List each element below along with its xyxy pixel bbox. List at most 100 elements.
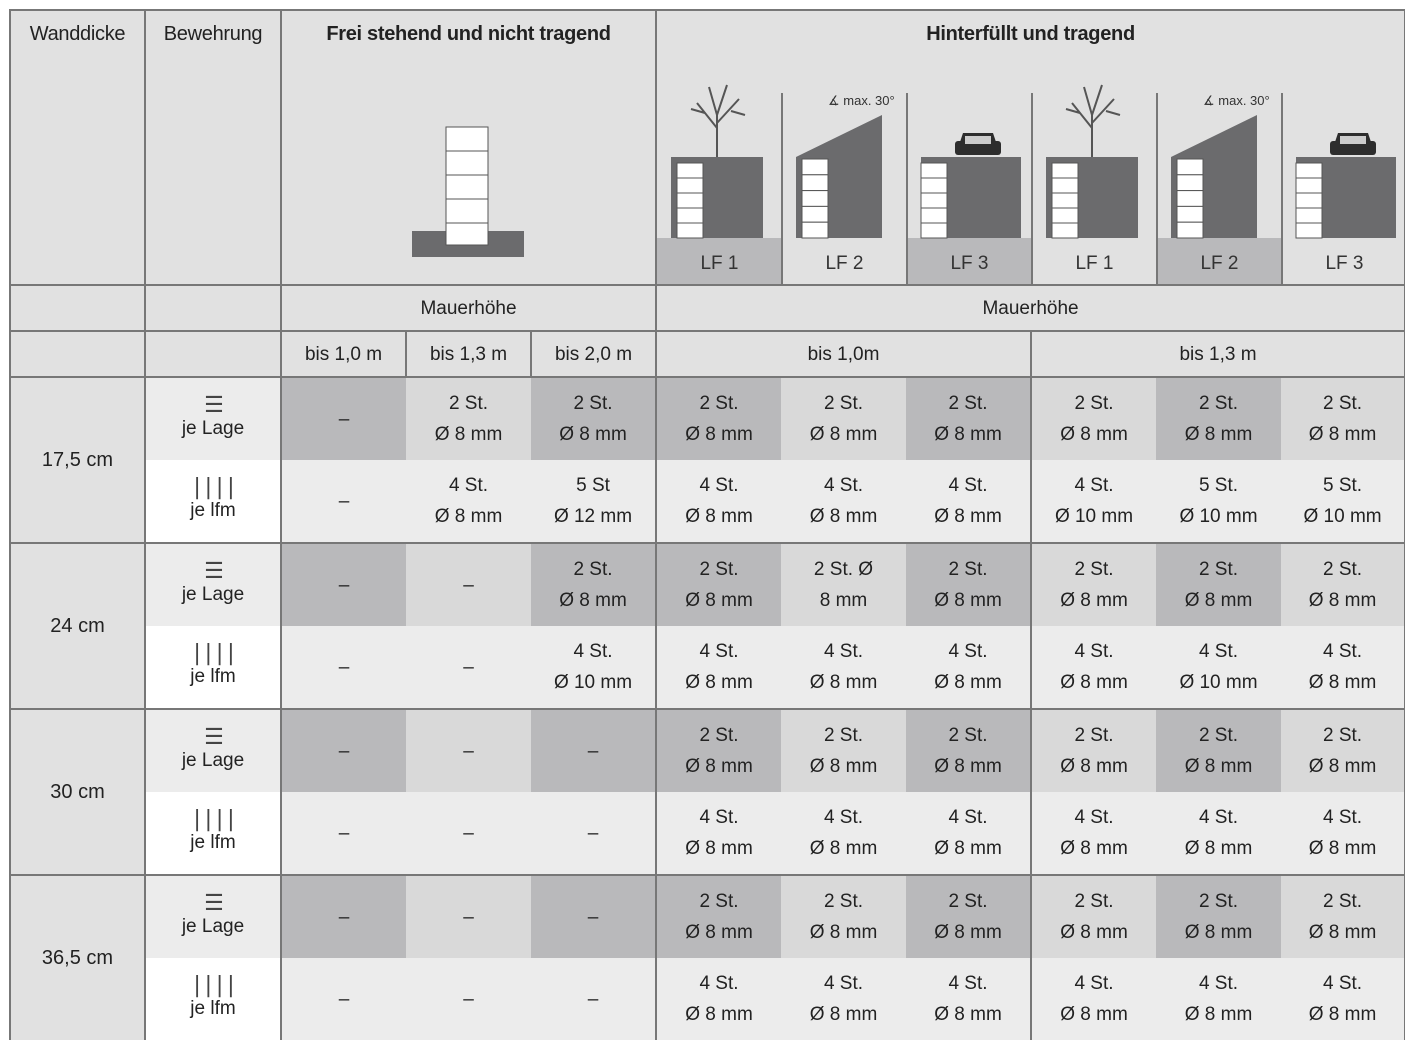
value-line: – (587, 822, 599, 844)
load-case-2: ∡ max. 30° LF 2 (781, 93, 895, 284)
value-line: 2 St. (1074, 393, 1114, 414)
value-cell: 2 St. Ø 8 mm (1281, 376, 1405, 460)
vertical-bars-icon: |||| (190, 475, 238, 500)
value-line: 2 St. (948, 559, 988, 580)
value-line: 4 St. (823, 807, 864, 828)
value-cell: 4 St. Ø 8 mm (656, 460, 781, 543)
bewehrung-label: je lfm (190, 832, 236, 853)
value-line: – (463, 906, 474, 928)
value-line: Ø 8 mm (1060, 590, 1128, 611)
value-cell: 4 St. Ø 8 mm (1281, 958, 1405, 1040)
wall-thickness-cell: 30 cm (9, 708, 146, 875)
value-cell: – (531, 874, 657, 958)
data-row-lage: 36,5 cm ☰ je Lage – – –2 St. Ø 8 mm 2 St. Ø 8 mm… (9, 874, 1405, 1040)
value-cell: – (281, 542, 406, 626)
value-line: – (587, 988, 599, 1010)
bewehrung-lage-cell: ☰ je Lage (144, 874, 282, 958)
value-cell: 4 St. Ø 10 mm (1031, 460, 1156, 543)
freestanding-wall-illustration (412, 126, 524, 257)
value-line: Ø 8 mm (1060, 1004, 1128, 1025)
value-line: 4 St. (699, 475, 739, 496)
value-line: Ø 8 mm (1308, 424, 1377, 445)
value-line: 4 St. (1074, 475, 1114, 496)
data-row-lfm: |||| je lfm – – –4 St. Ø 8 mm 4 St. Ø 8 mm 4 St.… (10, 792, 1405, 875)
bewehrung-label: Bewehrung (163, 23, 263, 45)
bewehrung-label: je Lage (181, 418, 245, 439)
wall-stack (1176, 158, 1204, 239)
bewehrung-lfm-cell: |||| je lfm (144, 792, 282, 875)
value-line: – (338, 822, 350, 844)
value-line: Ø 8 mm (1184, 756, 1253, 777)
value-line: Ø 8 mm (1184, 590, 1253, 611)
value-cell: 4 St. Ø 8 mm (1031, 792, 1156, 875)
horizontal-bars-icon: ☰ (204, 725, 224, 750)
value-line: – (463, 740, 474, 762)
data-row-lage: 24 cm ☰ je Lage – –2 St. Ø 8 mm 2 St. Ø 8 mm 2 S… (9, 542, 1405, 709)
slope-angle-label: ∡ max. 30° (828, 93, 895, 108)
value-line: Ø 8 mm (809, 838, 878, 859)
lf-label-bg (657, 238, 782, 284)
lf-separator (781, 93, 783, 284)
bewehrung-label: je Lage (181, 584, 245, 605)
value-cell: 2 St. Ø 8 mm (656, 708, 781, 792)
value-cell: – (406, 626, 531, 709)
bewehrung-label: je lfm (190, 666, 236, 687)
value-line: Ø 8 mm (434, 424, 503, 445)
data-row-lfm: |||| je lfm – 4 St. Ø 8 mm 5 St Ø 12 mm 4 St. Ø … (10, 460, 1405, 543)
height-left-2: bis 2,0 m (530, 330, 657, 378)
value-line: – (338, 574, 350, 596)
value-cell: 4 St. Ø 8 mm (406, 460, 531, 543)
value-cell: 2 St. Ø 8 mm (906, 542, 1032, 626)
value-cell: – (531, 792, 657, 875)
value-cell: 4 St. Ø 8 mm (1156, 792, 1281, 875)
bewehrung-lfm-cell: |||| je lfm (144, 460, 282, 543)
value-line: Ø 8 mm (1308, 1004, 1377, 1025)
lf-separator (1281, 93, 1283, 284)
value-cell: 2 St. Ø 8 mm (656, 874, 781, 958)
bewehrung-lfm-cell: |||| je lfm (144, 626, 282, 709)
value-cell: 2 St. Ø 8 mm (1156, 708, 1281, 792)
lf-label: LF 2 (825, 253, 863, 274)
wanddicke-label: Wanddicke (29, 23, 126, 45)
lf-separator (1031, 93, 1033, 284)
value-line: Ø 8 mm (809, 506, 878, 527)
bewehrung-lage-cell: ☰ je Lage (144, 542, 282, 626)
lf-label: LF 1 (700, 253, 738, 274)
load-case-illustrations: LF 1 ∡ max. 30° LF 2 LF 3 LF 1 ∡ max. 30° LF 2… (657, 84, 1396, 284)
value-line: 2 St. (699, 393, 739, 414)
value-line: Ø 8 mm (685, 424, 753, 445)
value-cell: 4 St. Ø 8 mm (781, 460, 906, 543)
value-cell: 4 St. Ø 10 mm (1156, 626, 1281, 709)
value-line: – (338, 490, 350, 512)
value-line: Ø 8 mm (1184, 424, 1253, 445)
lf-label-bg (1157, 238, 1282, 284)
value-line: – (338, 408, 350, 430)
value-cell: 2 St. Ø 8 mm (1281, 708, 1405, 792)
slope-angle-label: ∡ max. 30° (1203, 93, 1270, 108)
bewehrung-label: je lfm (190, 998, 236, 1019)
value-line: Ø 8 mm (809, 1004, 878, 1025)
value-line: 2 St. (1323, 891, 1363, 912)
value-line: Ø 10 mm (553, 672, 633, 693)
car-icon (955, 133, 1001, 155)
value-cell: 4 St. Ø 8 mm (1281, 792, 1405, 875)
value-cell: 4 St. Ø 8 mm (906, 958, 1032, 1040)
wall-stack (1051, 162, 1079, 239)
value-line: Ø 8 mm (934, 922, 1002, 943)
value-cell: 4 St. Ø 8 mm (781, 958, 906, 1040)
value-line: Ø 8 mm (1060, 424, 1128, 445)
value-line: 2 St. (699, 891, 739, 912)
value-line: Ø 8 mm (1184, 838, 1253, 859)
wall-stack (801, 158, 829, 239)
value-line: 2 St. (573, 559, 613, 580)
value-cell: – (281, 708, 406, 792)
value-line: Ø 8 mm (809, 424, 878, 445)
value-cell: 4 St. Ø 8 mm (906, 626, 1032, 709)
value-line: 5 St. (1323, 475, 1363, 496)
value-line: Ø 8 mm (1060, 672, 1128, 693)
value-cell: 5 St Ø 12 mm (531, 460, 657, 543)
value-line: 2 St. (948, 725, 988, 746)
value-line: 2 St. (1198, 559, 1239, 580)
value-line: 2 St. (1323, 393, 1363, 414)
wall-thickness-cell: 24 cm (9, 542, 146, 709)
